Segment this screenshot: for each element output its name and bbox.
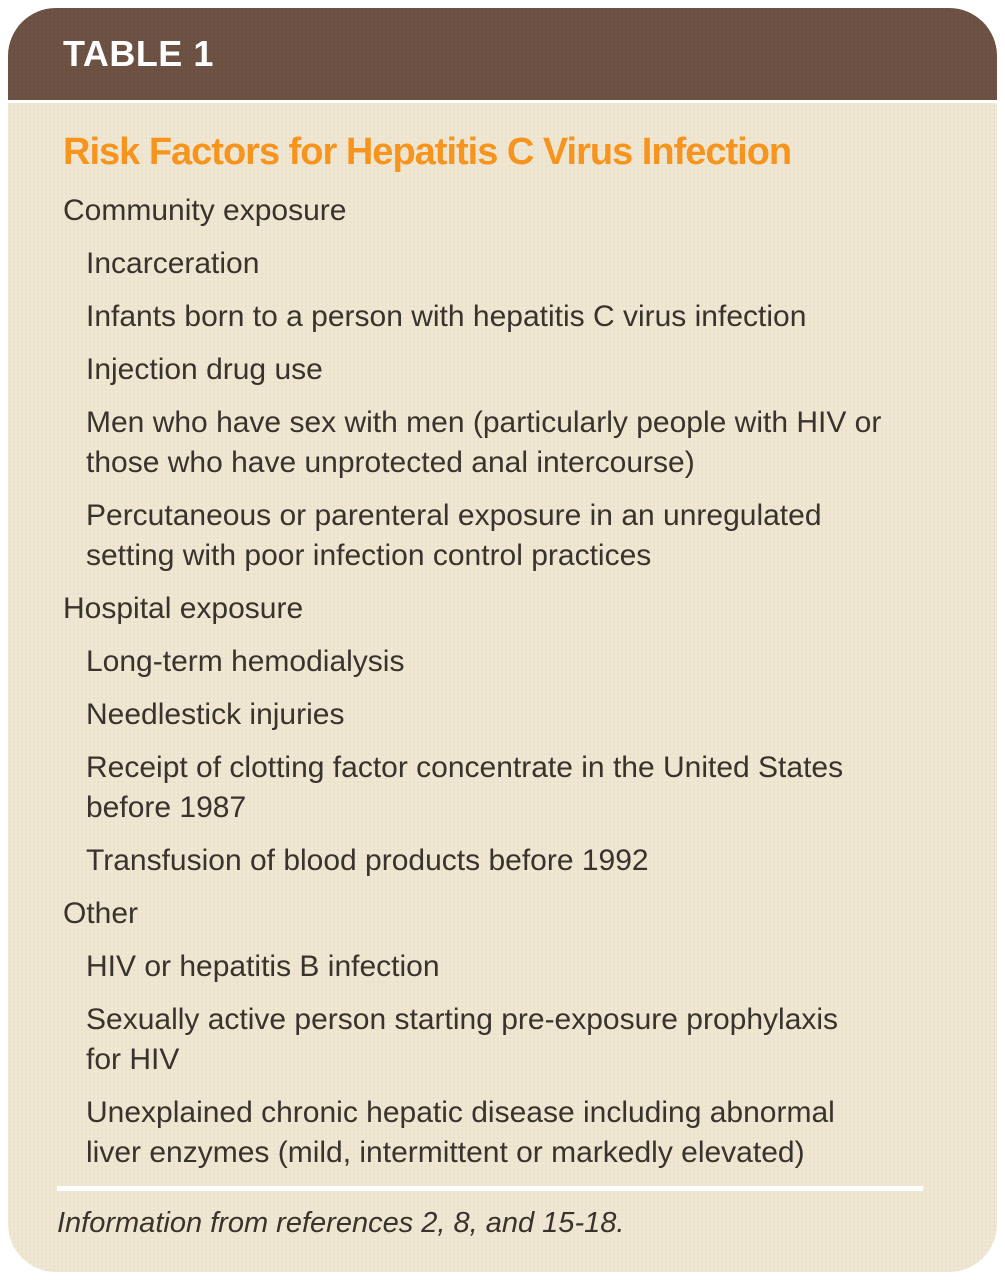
risk-item: Receipt of clotting factor concentrate i… — [86, 751, 844, 824]
risk-item: Transfusion of blood products before 199… — [86, 844, 649, 877]
table-title: Risk Factors for Hepatitis C Virus Infec… — [63, 131, 792, 173]
table-label: TABLE 1 — [63, 33, 214, 74]
table-body: Risk Factors for Hepatitis C Virus Infec… — [8, 103, 997, 1243]
table-card: TABLE 1 Risk Factors for Hepatitis C Vir… — [8, 8, 997, 1272]
section-heading: Hospital exposure — [63, 592, 304, 625]
section-heading: Other — [63, 897, 139, 930]
risk-item: Men who have sex with men (particularly … — [86, 406, 882, 479]
table-header: TABLE 1 — [8, 8, 997, 103]
section-hospital-exposure: Hospital exposure Long-term hemodialysis… — [55, 589, 963, 881]
risk-item: Percutaneous or parenteral exposure in a… — [86, 499, 822, 572]
risk-item: Sexually active person starting pre-expo… — [86, 1003, 839, 1076]
risk-item: Long-term hemodialysis — [86, 645, 405, 678]
section-heading: Community exposure — [63, 194, 347, 227]
risk-item: Infants born to a person with hepatitis … — [86, 300, 807, 333]
risk-item: Needlestick injuries — [86, 698, 345, 731]
risk-item: Incarceration — [86, 247, 260, 280]
risk-item: Injection drug use — [86, 353, 323, 386]
footnote: Information from references 2, 8, and 15… — [57, 1207, 625, 1239]
section-community-exposure: Community exposure Incarceration Infants… — [55, 191, 963, 576]
section-other: Other HIV or hepatitis B infection Sexua… — [55, 894, 963, 1173]
risk-item: Unexplained chronic hepatic disease incl… — [86, 1096, 835, 1169]
risk-item: HIV or hepatitis B infection — [86, 950, 440, 983]
divider — [57, 1186, 923, 1191]
